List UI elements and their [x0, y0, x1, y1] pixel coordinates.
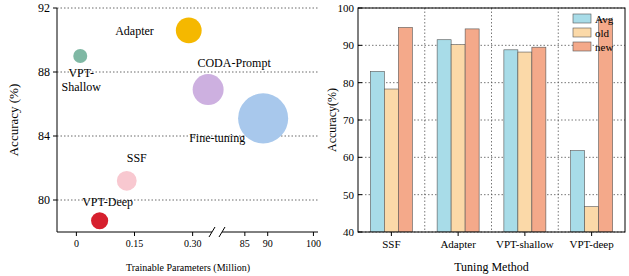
label-line: VPT-Deep — [82, 195, 133, 209]
grid-line-vertical — [424, 8, 425, 232]
axis-break — [219, 227, 225, 237]
x-tick — [244, 232, 245, 236]
plot-frame — [358, 8, 625, 232]
label-line: Fine-tuning — [189, 131, 245, 145]
bubble-label: Adapter — [115, 24, 154, 38]
legend: Avg old new — [573, 13, 614, 53]
x-tick — [267, 232, 268, 236]
grid-line-vertical — [558, 8, 559, 232]
label-line: SSF — [127, 151, 147, 165]
bars — [370, 20, 612, 232]
legend-swatch — [573, 28, 591, 37]
grid-line — [57, 72, 318, 73]
bar — [437, 40, 451, 232]
bubbles — [73, 17, 288, 229]
x-tick-label: Adapter — [440, 238, 476, 250]
y-tick — [358, 232, 362, 233]
x-tick-label: 90 — [263, 238, 273, 249]
bar — [465, 29, 479, 232]
y-tick — [358, 120, 362, 121]
y-tick — [53, 72, 57, 73]
y-tick — [358, 82, 362, 83]
bubble — [176, 17, 202, 43]
y-tick-label: 100 — [338, 2, 355, 14]
x-axis — [222, 232, 318, 233]
legend-label: old — [595, 27, 610, 39]
y-tick-label: 70 — [343, 114, 355, 126]
bar — [504, 50, 518, 232]
y-axis — [57, 8, 58, 232]
legend-label: Avg — [595, 13, 614, 25]
y-tick — [358, 45, 362, 46]
bar — [370, 71, 384, 232]
legend-swatch — [573, 42, 591, 51]
bubble-label: Fine-tuning — [189, 131, 245, 145]
y-tick-label: 88 — [38, 65, 50, 79]
x-tick-label: VPT-shallow — [496, 238, 554, 250]
x-tick-label: 100 — [306, 238, 321, 249]
y-tick-label: 40 — [343, 226, 355, 238]
y-tick — [358, 194, 362, 195]
y-tick — [53, 8, 57, 9]
y-tick — [53, 200, 57, 201]
bar — [518, 52, 532, 232]
bar — [585, 207, 599, 232]
figure: 80 84 88 92 0 0.15 0.30 85 90 100 Trainable Parame… — [0, 0, 629, 276]
y-tick — [53, 136, 57, 137]
bar — [398, 27, 412, 232]
x-axis-label: Trainable Parameters (Million) — [126, 262, 250, 274]
bubble — [238, 93, 288, 143]
bar — [451, 45, 465, 232]
x-tick — [524, 232, 525, 236]
y-tick-label: 92 — [38, 1, 50, 15]
label-line: Adapter — [115, 24, 154, 38]
x-tick-label: 85 — [240, 238, 250, 249]
x-tick-label: 0.30 — [184, 238, 202, 249]
x-tick — [76, 232, 77, 236]
grid-line — [57, 8, 318, 9]
bubble — [91, 212, 108, 229]
x-tick-label: SSF — [382, 238, 400, 250]
x-tick — [391, 232, 392, 236]
label-line: CODA-Prompt — [197, 56, 271, 70]
y-tick — [358, 157, 362, 158]
bubble-label: SSF — [127, 151, 147, 165]
bubble-label: VPT-Deep — [82, 195, 133, 209]
legend-label: new — [595, 41, 613, 53]
bar — [571, 151, 585, 232]
bubble-label: VPT-Shallow — [62, 66, 102, 94]
x-tick — [313, 232, 314, 236]
y-tick-label: 90 — [343, 39, 355, 51]
axis-break — [209, 227, 215, 237]
label-line: VPT- — [68, 66, 94, 80]
y-tick-label: 50 — [343, 189, 355, 201]
legend-swatch — [573, 14, 591, 23]
x-tick — [458, 232, 459, 236]
y-axis-label: Accuracy (%) — [6, 84, 21, 157]
grid-line-vertical — [491, 8, 492, 232]
x-tick-label: 0.15 — [126, 238, 144, 249]
y-tick-label: 60 — [343, 151, 355, 163]
y-tick-label: 84 — [38, 129, 50, 143]
bar — [532, 47, 546, 232]
x-tick-label: 0 — [74, 238, 79, 249]
bubble-label: CODA-Prompt — [197, 56, 271, 70]
x-tick-label: VPT-deep — [570, 238, 615, 250]
label-line: Shallow — [62, 80, 102, 94]
x-tick — [591, 232, 592, 236]
y-axis-label: Accuracy(%) — [325, 88, 339, 152]
y-tick-label: 80 — [343, 77, 355, 89]
x-tick — [134, 232, 135, 236]
bubble — [73, 49, 87, 63]
bubble — [117, 171, 137, 191]
bubble — [193, 74, 224, 105]
y-tick-label: 80 — [38, 193, 50, 207]
y-tick — [358, 8, 362, 9]
x-tick — [192, 232, 193, 236]
bar — [384, 89, 398, 232]
x-axis-label: Tuning Method — [454, 260, 529, 274]
